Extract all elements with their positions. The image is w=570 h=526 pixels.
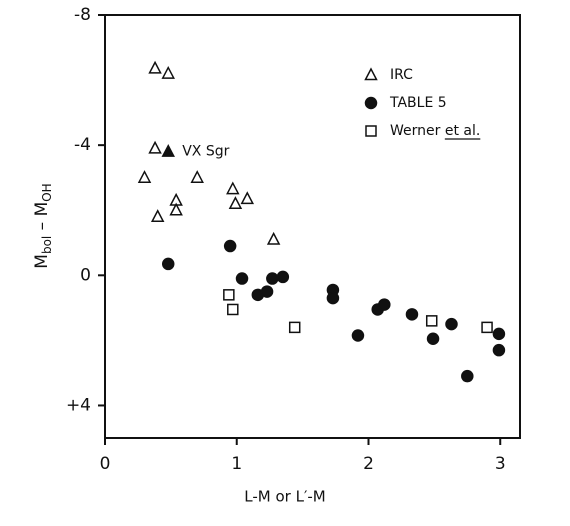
triangle-marker bbox=[226, 181, 240, 195]
triangle-marker bbox=[161, 144, 175, 157]
x-tick-label: 2 bbox=[363, 454, 374, 474]
legend-marker bbox=[364, 96, 378, 110]
circle-marker bbox=[405, 308, 419, 321]
legend-marker bbox=[364, 67, 378, 81]
circle-marker bbox=[326, 291, 340, 305]
circle-marker bbox=[492, 327, 506, 341]
triangle-marker bbox=[190, 170, 204, 183]
square-marker bbox=[223, 289, 235, 301]
plot-frame bbox=[104, 14, 521, 439]
x-tick-label: 0 bbox=[100, 454, 111, 474]
y-tick-label: +4 bbox=[66, 395, 91, 415]
legend-label: Werner et al. bbox=[390, 123, 480, 139]
triangle-marker bbox=[169, 202, 183, 216]
x-tick-label: 3 bbox=[495, 454, 506, 474]
circle-marker bbox=[161, 257, 175, 271]
square-marker bbox=[481, 321, 493, 334]
y-axis-label: Mbol – MOH bbox=[32, 183, 54, 268]
y-label-sub: OH bbox=[40, 183, 54, 201]
circle-marker bbox=[445, 317, 458, 331]
y-tick-label: -8 bbox=[74, 5, 91, 25]
circle-marker bbox=[426, 332, 440, 346]
y-tick-label: 0 bbox=[80, 265, 91, 285]
circle-marker bbox=[378, 298, 391, 311]
square-marker bbox=[425, 315, 438, 327]
circle-marker bbox=[223, 239, 237, 253]
x-axis-label: L-M or L′-M bbox=[244, 488, 325, 506]
y-label-part: M bbox=[32, 254, 52, 269]
circle-marker bbox=[461, 369, 474, 383]
square-marker bbox=[288, 321, 301, 334]
circle-marker bbox=[492, 343, 506, 357]
circle-marker bbox=[266, 272, 279, 285]
triangle-marker bbox=[150, 209, 165, 222]
legend-label: IRC bbox=[390, 67, 413, 83]
triangle-marker bbox=[148, 140, 162, 154]
legend-marker bbox=[365, 125, 377, 137]
circle-marker bbox=[260, 285, 274, 298]
triangle-marker bbox=[240, 191, 255, 205]
y-label-sub: bol bbox=[40, 236, 54, 254]
y-tick-label: -4 bbox=[74, 135, 91, 155]
circle-marker bbox=[235, 272, 249, 285]
square-marker bbox=[227, 303, 239, 316]
circle-marker bbox=[276, 270, 290, 284]
triangle-marker bbox=[228, 196, 243, 209]
triangle-marker bbox=[148, 60, 162, 74]
legend-label: TABLE 5 bbox=[389, 95, 447, 111]
annotation: VX Sgr bbox=[182, 144, 229, 160]
x-tick-label: 1 bbox=[231, 454, 242, 474]
triangle-marker bbox=[266, 231, 281, 245]
triangle-marker bbox=[137, 170, 152, 183]
circle-marker bbox=[351, 329, 365, 342]
y-label-part: – M bbox=[32, 202, 52, 236]
triangle-marker bbox=[161, 65, 175, 79]
